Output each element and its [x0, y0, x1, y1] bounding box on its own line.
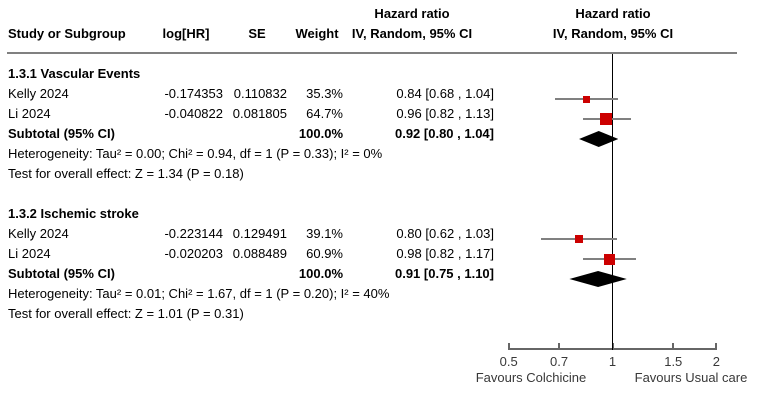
weight-value: 35.3%	[306, 86, 343, 101]
subgroup-heading-row: 1.3.1 Vascular Events	[0, 64, 500, 84]
study-row: Kelly 2024 -0.223144 0.129491 39.1% 0.80…	[0, 224, 500, 244]
ci-value: 0.96 [0.82 , 1.13]	[396, 106, 494, 121]
plot-column-header-line1: Hazard ratio	[575, 6, 651, 21]
study-row: Kelly 2024 -0.174353 0.110832 35.3% 0.84…	[0, 84, 500, 104]
heterogeneity-row: Heterogeneity: Tau² = 0.01; Chi² = 1.67,…	[0, 284, 500, 304]
axis-tick-label: 0.5	[499, 354, 518, 369]
axis-tick	[507, 343, 510, 350]
overall-effect-text: Test for overall effect: Z = 1.01 (P = 0…	[8, 306, 244, 321]
se-value: 0.088489	[232, 246, 287, 261]
ci-value: 0.84 [0.68 , 1.04]	[396, 86, 494, 101]
overall-effect-row: Test for overall effect: Z = 1.34 (P = 0…	[0, 164, 500, 184]
effect-size-square	[575, 235, 584, 243]
axis-tick-label: 2	[712, 354, 720, 369]
subtotal-row: Subtotal (95% CI) 100.0% 0.91 [0.75 , 1.…	[0, 264, 500, 284]
study-label: Kelly 2024	[8, 226, 69, 241]
subgroup-heading: 1.3.1 Vascular Events	[8, 66, 141, 81]
effect-size-square	[603, 253, 615, 265]
heterogeneity-text: Heterogeneity: Tau² = 0.00; Chi² = 0.94,…	[8, 146, 383, 161]
overall-effect-row: Test for overall effect: Z = 1.01 (P = 0…	[0, 304, 500, 324]
se-value: 0.110832	[233, 86, 287, 101]
effect-size-square	[582, 95, 590, 103]
weight-value: 39.1%	[306, 226, 343, 241]
loghr-value: -0.040822	[164, 106, 223, 121]
subtotal-weight: 100.0%	[298, 126, 343, 141]
se-column-header: SE	[248, 26, 266, 41]
plot-column-header-line2: IV, Random, 95% CI	[552, 26, 674, 41]
loghr-value: -0.020203	[164, 246, 223, 261]
subtotal-ci: 0.91 [0.75 , 1.10]	[394, 266, 494, 281]
subtotal-label: Subtotal (95% CI)	[8, 126, 115, 141]
weight-column-header: Weight	[295, 26, 339, 41]
study-row: Li 2024 -0.040822 0.081805 64.7% 0.96 [0…	[0, 104, 500, 124]
loghr-value: -0.174353	[164, 86, 223, 101]
subtotal-row: Subtotal (95% CI) 100.0% 0.92 [0.80 , 1.…	[0, 124, 500, 144]
axis-tick	[672, 343, 675, 350]
loghr-value: -0.223144	[164, 226, 223, 241]
weight-value: 64.7%	[306, 106, 343, 121]
weight-value: 60.9%	[306, 246, 343, 261]
study-label: Li 2024	[8, 246, 51, 261]
subgroup-heading: 1.3.2 Ischemic stroke	[8, 206, 139, 221]
header-divider-rule	[7, 52, 737, 54]
axis-tick-label: 0.7	[550, 354, 569, 369]
axis-tick	[715, 343, 718, 350]
ci-value: 0.80 [0.62 , 1.03]	[396, 226, 494, 241]
effect-size-square	[600, 113, 613, 125]
subtotal-weight: 100.0%	[298, 266, 343, 281]
subgroup-heading-row: 1.3.2 Ischemic stroke	[0, 204, 500, 224]
loghr-column-header: log[HR]	[162, 26, 210, 41]
se-value: 0.081805	[232, 106, 287, 121]
ci-column-header-line1: Hazard ratio	[374, 6, 450, 21]
axis-tick-label: 1.5	[664, 354, 683, 369]
favours-left-label: Favours Colchicine	[475, 370, 587, 385]
study-label: Li 2024	[8, 106, 51, 121]
heterogeneity-row: Heterogeneity: Tau² = 0.00; Chi² = 0.94,…	[0, 144, 500, 164]
favours-right-label: Favours Usual care	[634, 370, 748, 385]
study-row: Li 2024 -0.020203 0.088489 60.9% 0.98 [0…	[0, 244, 500, 264]
se-value: 0.129491	[232, 226, 287, 241]
axis-tick	[558, 343, 561, 350]
study-label: Kelly 2024	[8, 86, 69, 101]
axis-tick-label: 1	[608, 354, 617, 369]
heterogeneity-text: Heterogeneity: Tau² = 0.01; Chi² = 1.67,…	[8, 286, 390, 301]
reference-line	[612, 54, 613, 350]
subtotal-diamond	[579, 131, 619, 147]
subtotal-ci: 0.92 [0.80 , 1.04]	[394, 126, 494, 141]
subtotal-label: Subtotal (95% CI)	[8, 266, 115, 281]
overall-effect-text: Test for overall effect: Z = 1.34 (P = 0…	[8, 166, 244, 181]
ci-column-header-line2: IV, Random, 95% CI	[351, 26, 473, 41]
subtotal-diamond	[569, 271, 627, 287]
ci-value: 0.98 [0.82 , 1.17]	[396, 246, 494, 261]
study-column-header: Study or Subgroup	[8, 26, 126, 41]
